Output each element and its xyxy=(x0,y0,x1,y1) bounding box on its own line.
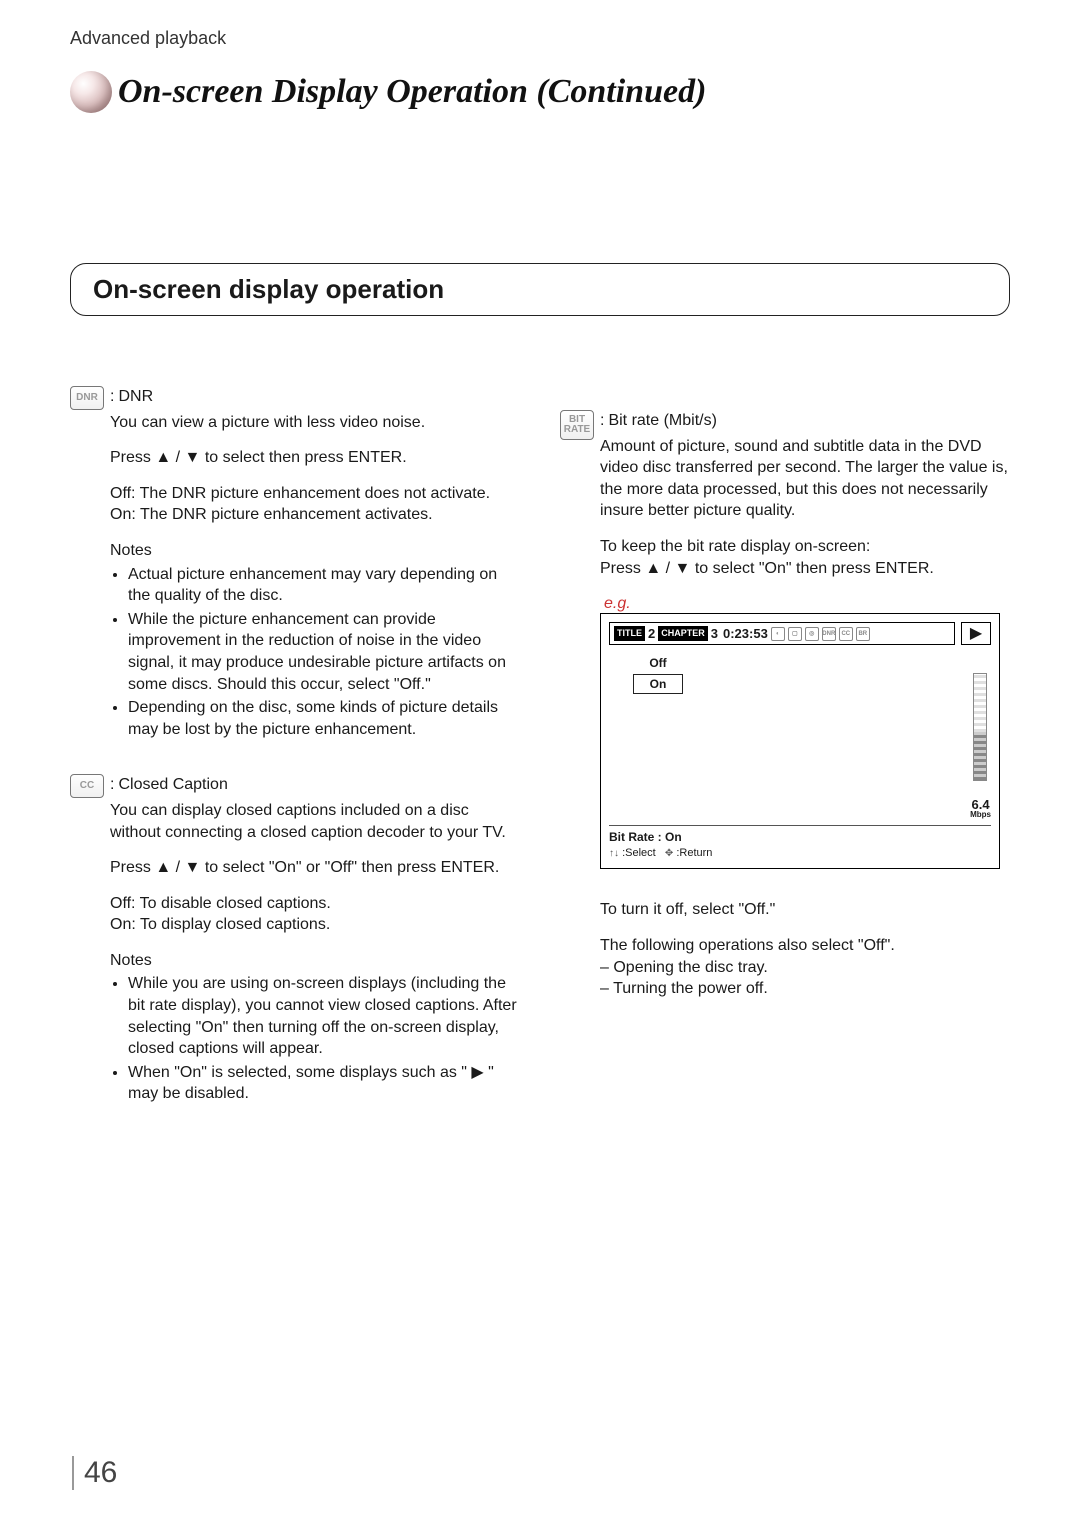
osd-footer: Bit Rate : On ↑↓ :Select ✥ :Return xyxy=(609,825,991,860)
osd-mini-icon: ◎ xyxy=(805,627,819,641)
bitrate-press: Press ▲ / ▼ to select "On" then press EN… xyxy=(600,558,1010,580)
dnr-icon: DNR xyxy=(70,386,104,410)
bitrate-intro: Amount of picture, sound and subtitle da… xyxy=(600,436,1010,522)
left-column: DNR :DNR You can view a picture with les… xyxy=(70,386,520,1139)
osd-mini-icon: DNR xyxy=(822,627,836,641)
osd-mini-icon: CC xyxy=(839,627,853,641)
cc-notes-label: Notes xyxy=(110,950,520,972)
page-number: 46 xyxy=(72,1456,117,1490)
arrow-down-icon: ▼ xyxy=(185,859,201,876)
dnr-head: :DNR xyxy=(110,386,520,408)
cc-head: :Closed Caption xyxy=(110,774,520,796)
dnr-item: DNR :DNR You can view a picture with les… xyxy=(70,386,520,754)
bitrate-also-list: Opening the disc tray. Turning the power… xyxy=(600,957,1010,1000)
cc-intro: You can display closed captions included… xyxy=(110,800,520,843)
cc-off-on: Off: To disable closed captions. On: To … xyxy=(110,893,520,936)
arrow-down-icon: ▼ xyxy=(675,560,691,577)
bitrate-icon: BIT RATE xyxy=(560,410,594,440)
arrow-down-icon: ▼ xyxy=(185,449,201,466)
bitrate-keep: To keep the bit rate display on-screen: xyxy=(600,536,1010,558)
section-header-box: On-screen display operation xyxy=(70,263,1010,316)
bitrate-also: The following operations also select "Of… xyxy=(600,935,1010,957)
osd-info-bar: TITLE 2 CHAPTER 3 0:23:53 ◐ ▢ ◎ DNR CC B xyxy=(609,622,955,646)
bitrate-turn-off: To turn it off, select "Off." xyxy=(600,899,1010,921)
title-row: On-screen Display Operation (Continued) xyxy=(70,71,1010,113)
right-column: BIT RATE :Bit rate (Mbit/s) Amount of pi… xyxy=(560,386,1010,1139)
osd-bitrate-value: 6.4Mbps xyxy=(970,798,991,819)
osd-play-icon: ▶ xyxy=(961,622,991,646)
cc-item: CC :Closed Caption You can display close… xyxy=(70,774,520,1119)
osd-example: TITLE 2 CHAPTER 3 0:23:53 ◐ ▢ ◎ DNR CC B xyxy=(600,613,1000,870)
osd-bitrate-meter-icon xyxy=(973,673,987,781)
eg-label: e.g. xyxy=(604,593,1014,615)
bitrate-head: :Bit rate (Mbit/s) xyxy=(600,410,1010,432)
dnr-press: Press ▲ / ▼ to select then press ENTER. xyxy=(110,447,520,469)
arrow-up-icon: ▲ xyxy=(645,560,661,577)
arrow-up-icon: ▲ xyxy=(155,449,171,466)
dnr-notes: Actual picture enhancement may vary depe… xyxy=(110,564,520,741)
osd-opt-on: On xyxy=(633,674,683,694)
osd-mini-icon: ▢ xyxy=(788,627,802,641)
page-title: On-screen Display Operation (Continued) xyxy=(118,73,706,111)
cc-notes: While you are using on-screen displays (… xyxy=(110,973,520,1105)
arrow-up-icon: ▲ xyxy=(155,859,171,876)
osd-options: Off On xyxy=(633,653,683,693)
dnr-intro: You can view a picture with less video n… xyxy=(110,412,520,434)
dnr-off-on: Off: The DNR picture enhancement does no… xyxy=(110,483,520,526)
cc-press: Press ▲ / ▼ to select "On" or "Off" then… xyxy=(110,857,520,879)
osd-mini-icon: BR xyxy=(856,627,870,641)
osd-opt-off: Off xyxy=(633,653,683,673)
section-title: On-screen display operation xyxy=(93,274,987,305)
dnr-notes-label: Notes xyxy=(110,540,520,562)
osd-mini-icon: ◐ xyxy=(771,627,785,641)
cc-icon: CC xyxy=(70,774,104,798)
bitrate-item: BIT RATE :Bit rate (Mbit/s) Amount of pi… xyxy=(560,410,1010,1014)
breadcrumb: Advanced playback xyxy=(70,28,1010,49)
bullet-3d-icon xyxy=(70,71,112,113)
